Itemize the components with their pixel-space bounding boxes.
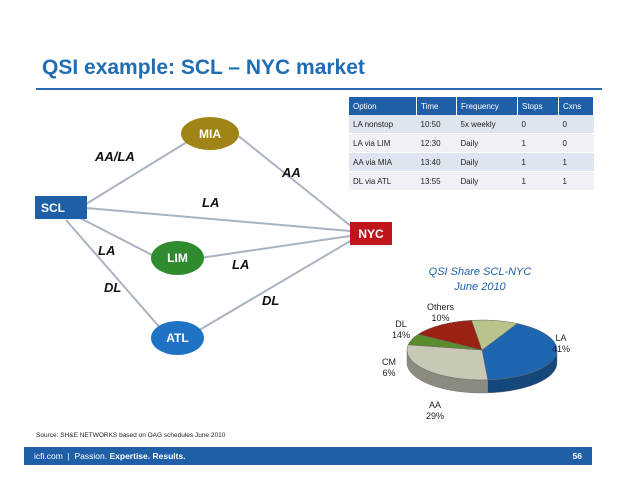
node-scl: SCL (35, 196, 87, 219)
table-row: LA via LIM 12:30 Daily 1 0 (349, 133, 594, 153)
pie-slice-la (481, 323, 558, 381)
table-cell: DL via ATL (349, 171, 417, 191)
node-scl-label: SCL (41, 200, 65, 215)
table-row: LA nonstop 10:50 5x weekly 0 0 (349, 115, 594, 134)
title-underline (36, 88, 602, 90)
pie-slice-aa (406, 344, 489, 381)
table-cell: 0 (517, 115, 559, 134)
table-header: Option (349, 97, 417, 115)
table-cell: 1 (517, 133, 559, 153)
table-header: Cxns (558, 97, 594, 115)
route-lim-nyc (199, 235, 351, 259)
pie-title-line: QSI Share SCL-NYC (428, 266, 532, 278)
pie-slice-others (471, 319, 518, 351)
table-header-row: Option Time Frequency Stops Cxns (349, 97, 594, 115)
edge-label-scl-atl: DL (104, 280, 122, 295)
page-number: 56 (572, 451, 582, 461)
pie-label-name: AA (429, 400, 442, 410)
footer-separator: | (67, 451, 70, 461)
pie-label-value: 10% (431, 313, 450, 323)
node-mia: MIA (181, 117, 239, 150)
table-cell: 0 (558, 115, 594, 134)
node-lim: LIM (151, 241, 204, 275)
footer-text: icfi.com | Passion. Expertise. Results. (34, 451, 186, 461)
pie-label-name: DL (395, 319, 407, 329)
table-cell: AA via MIA (349, 152, 417, 172)
pie-label-dl: DL 14% (392, 319, 410, 341)
table-cell: 13:40 (416, 152, 457, 172)
route-scl-lim (79, 217, 157, 258)
pie-label-aa: AA 29% (426, 400, 444, 422)
table-header: Stops (517, 97, 559, 115)
table-cell: 5x weekly (456, 115, 518, 134)
source-note: Source: SH&E NETWORKS based on OAG sched… (36, 432, 226, 439)
table-row: DL via ATL 13:55 Daily 1 1 (349, 171, 594, 191)
footer-tagline-1: Passion. (74, 451, 108, 461)
pie-subtitle-line: June 2010 (454, 281, 506, 293)
edge-label-atl-nyc: DL (262, 293, 280, 308)
pie-label-value: 14% (392, 330, 411, 340)
table-cell: 13:55 (416, 171, 457, 191)
pie-chart-title: QSI Share SCL-NYC June 2010 (400, 265, 560, 295)
table-cell: 12:30 (416, 133, 457, 153)
pie-slice-dl (417, 320, 483, 351)
node-mia-label: MIA (199, 126, 221, 141)
table-cell: LA nonstop (349, 115, 417, 134)
route-scl-atl (65, 219, 163, 331)
table-header: Frequency (456, 97, 518, 115)
pie-label-name: CM (382, 357, 396, 367)
options-table: Option Time Frequency Stops Cxns LA nons… (349, 97, 594, 191)
edge-label-mia-nyc: AA (282, 165, 301, 180)
route-atl-nyc (195, 239, 353, 333)
pie-label-value: 6% (382, 368, 396, 378)
table-cell: 1 (558, 152, 594, 172)
table-cell: 10:50 (416, 115, 457, 134)
table-cell: Daily (456, 133, 518, 153)
pie-label-la: LA 41% (552, 333, 570, 355)
footer-brand-link[interactable]: icfi.com (34, 451, 63, 461)
edge-label-scl-mia: AA/LA (95, 149, 135, 164)
node-atl-label: ATL (166, 331, 189, 345)
node-nyc-label: NYC (358, 226, 384, 241)
edge-label-scl-nyc: LA (202, 195, 220, 210)
footer-bar: icfi.com | Passion. Expertise. Results. … (24, 447, 592, 465)
table-row: AA via MIA 13:40 Daily 1 1 (349, 152, 594, 172)
route-mia-nyc (235, 133, 353, 228)
node-nyc: NYC (350, 222, 392, 245)
table-cell: Daily (456, 152, 518, 172)
table-header: Time (416, 97, 457, 115)
top-margin (0, 0, 638, 44)
node-atl: ATL (151, 321, 204, 355)
route-scl-nyc (85, 207, 351, 232)
pie-label-others: Others 10% (427, 302, 454, 324)
table-cell: 1 (517, 171, 559, 191)
pie-label-value: 29% (426, 411, 445, 421)
edge-label-scl-lim: LA (98, 243, 116, 258)
slide-title: QSI example: SCL – NYC market (42, 56, 365, 79)
table-cell: 0 (558, 133, 594, 153)
route-scl-mia (85, 133, 201, 205)
table-cell: Daily (456, 171, 518, 191)
pie-label-value: 41% (552, 344, 571, 354)
node-lim-label: LIM (167, 251, 188, 265)
pie-label-name: LA (555, 333, 567, 343)
edge-label-lim-nyc: LA (232, 257, 250, 272)
pie-label-name: Others (427, 302, 455, 312)
table-cell: 1 (558, 171, 594, 191)
pie-label-cm: CM 6% (382, 357, 396, 379)
footer-tagline-2: Expertise. Results. (109, 451, 186, 461)
table-cell: LA via LIM (349, 133, 417, 153)
table-cell: 1 (517, 152, 559, 172)
